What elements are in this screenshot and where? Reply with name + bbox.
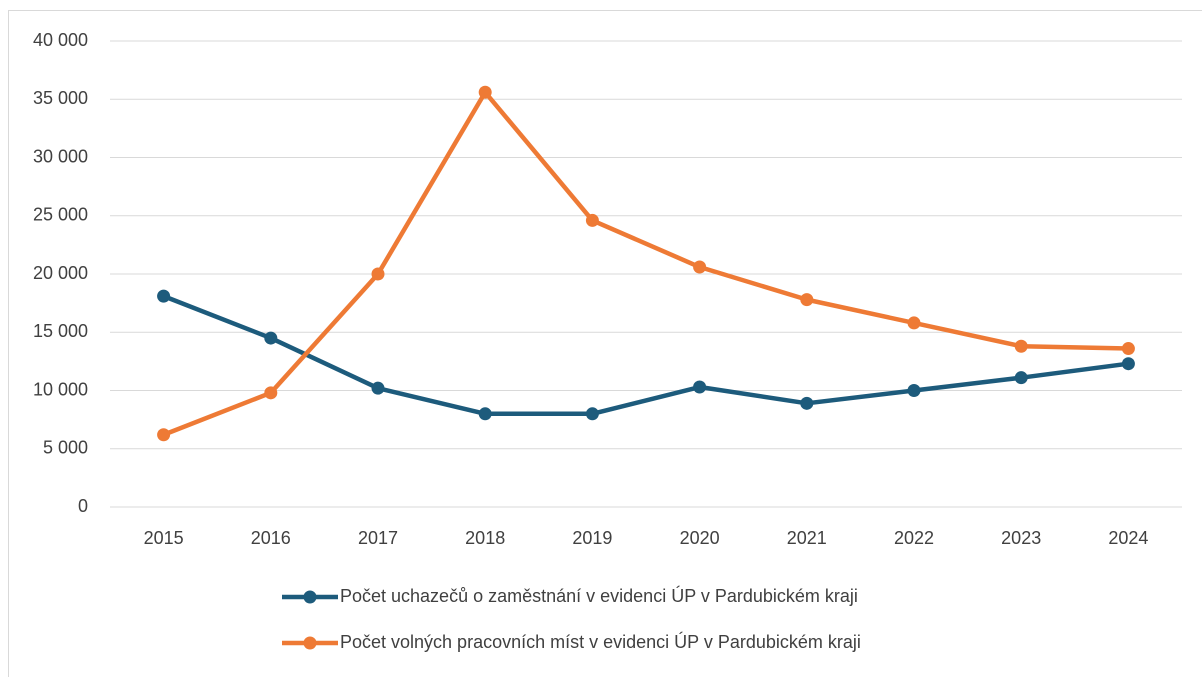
y-tick-label: 10 000 bbox=[33, 379, 88, 399]
data-point bbox=[264, 386, 278, 400]
data-point bbox=[157, 289, 171, 303]
data-point bbox=[478, 85, 492, 99]
x-tick-label: 2024 bbox=[1108, 528, 1148, 548]
x-tick-label: 2020 bbox=[680, 528, 720, 548]
x-tick-label: 2023 bbox=[1001, 528, 1041, 548]
x-tick-label: 2017 bbox=[358, 528, 398, 548]
y-tick-label: 40 000 bbox=[33, 30, 88, 50]
data-point bbox=[371, 267, 385, 281]
legend-marker bbox=[303, 636, 317, 650]
legend-label: Počet uchazečů o zaměstnání v evidenci Ú… bbox=[340, 585, 858, 606]
data-point bbox=[907, 384, 921, 397]
y-tick-label: 35 000 bbox=[33, 88, 88, 108]
data-point bbox=[264, 331, 278, 345]
chart-border bbox=[8, 10, 1202, 677]
x-tick-label: 2021 bbox=[787, 528, 827, 548]
data-point bbox=[371, 381, 385, 395]
data-point bbox=[478, 407, 492, 421]
data-point bbox=[1014, 371, 1028, 385]
series-line bbox=[162, 294, 1129, 417]
y-tick-label: 20 000 bbox=[33, 263, 88, 283]
legend-marker bbox=[303, 590, 317, 604]
y-tick-label: 30 000 bbox=[33, 146, 88, 166]
x-tick-label: 2022 bbox=[894, 528, 934, 548]
x-tick-label: 2019 bbox=[572, 528, 612, 548]
x-tick-label: 2018 bbox=[465, 528, 505, 548]
data-point bbox=[800, 396, 814, 410]
data-point bbox=[585, 407, 599, 421]
x-tick-label: 2015 bbox=[144, 528, 184, 548]
data-point bbox=[800, 293, 814, 307]
data-point bbox=[693, 380, 707, 394]
data-point bbox=[157, 428, 171, 442]
data-point bbox=[693, 260, 707, 274]
data-point bbox=[907, 316, 921, 330]
y-tick-label: 15 000 bbox=[33, 321, 88, 341]
y-tick-label: 0 bbox=[78, 496, 88, 516]
data-point bbox=[1121, 342, 1135, 356]
data-point bbox=[585, 213, 599, 227]
series-line bbox=[162, 90, 1129, 437]
y-tick-label: 5 000 bbox=[43, 438, 88, 458]
x-tick-label: 2016 bbox=[251, 528, 291, 548]
y-tick-label: 25 000 bbox=[33, 205, 88, 225]
data-point bbox=[1121, 357, 1135, 371]
data-point bbox=[1014, 339, 1028, 353]
legend-label: Počet volných pracovních míst v evidenci… bbox=[340, 631, 861, 652]
